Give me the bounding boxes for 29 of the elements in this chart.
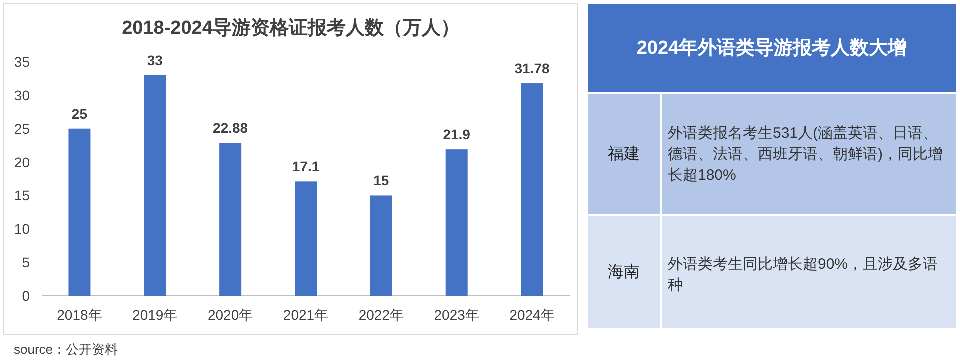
y-tick-label: 25 xyxy=(14,120,30,137)
data-label: 25 xyxy=(72,106,88,122)
y-tick-label: 20 xyxy=(14,154,30,170)
y-tick-label: 5 xyxy=(22,254,30,271)
data-label: 17.1 xyxy=(292,158,320,175)
x-tick-label: 2019年 xyxy=(132,307,178,323)
x-tick-label: 2022年 xyxy=(358,307,404,323)
x-tick-label: 2020年 xyxy=(208,307,254,323)
data-label: 31.78 xyxy=(514,60,550,77)
y-tick-label: 10 xyxy=(14,221,30,238)
x-tick-label: 2024年 xyxy=(510,307,555,323)
data-label: 33 xyxy=(147,52,164,68)
x-tick-label: 2023年 xyxy=(434,307,480,323)
data-label: 21.9 xyxy=(443,126,471,143)
text: 海南 xyxy=(588,216,662,328)
y-tick-label: 0 xyxy=(22,288,30,304)
data-label: 15 xyxy=(374,172,390,189)
y-tick-label: 30 xyxy=(14,87,30,104)
text: 外语类考生同比增长超90%，且涉及多语种 xyxy=(667,255,940,296)
x-tick-label: 2018年 xyxy=(57,307,102,323)
chart-title: 2018-2024导游资格证报考人数（万人） xyxy=(122,17,460,39)
text: 福建 xyxy=(588,94,662,214)
source-note: source：公开资料 xyxy=(14,342,118,357)
text: 外语类报名考生531人(涵盖英语、日语、德语、法语、西班牙语、朝鲜语)，同比增长超180% xyxy=(667,124,944,186)
x-tick-label: 2021年 xyxy=(283,307,329,323)
y-tick-label: 15 xyxy=(14,188,30,204)
y-tick-label: 35 xyxy=(14,54,30,70)
text: 2024年外语类导游报考人数大增 xyxy=(588,4,956,92)
data-label: 22.88 xyxy=(213,120,248,136)
